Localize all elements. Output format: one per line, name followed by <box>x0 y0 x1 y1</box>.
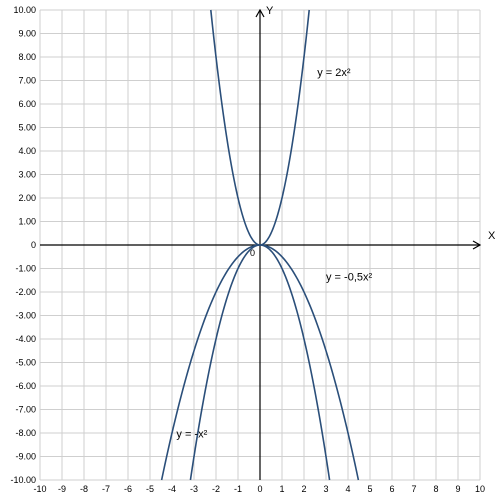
y-tick-label: 10.00 <box>13 5 36 15</box>
x-tick-label: 3 <box>323 484 328 494</box>
x-tick-label: -6 <box>124 484 132 494</box>
y-tick-label: 2.00 <box>18 193 36 203</box>
y-tick-label: -9.00 <box>15 452 36 462</box>
y-tick-label: -10.00 <box>10 475 36 485</box>
y-tick-label: 0 <box>31 240 36 250</box>
y-tick-label: -6.00 <box>15 381 36 391</box>
y-tick-label: 5.00 <box>18 123 36 133</box>
parabola-chart: -10-9-8-7-6-5-4-3-2-1012345678910-10.00-… <box>0 0 500 500</box>
x-tick-label: 5 <box>367 484 372 494</box>
y-tick-label: -5.00 <box>15 358 36 368</box>
y-tick-label: 9.00 <box>18 29 36 39</box>
x-tick-label: -9 <box>58 484 66 494</box>
x-tick-label: -10 <box>33 484 46 494</box>
y-tick-label: -7.00 <box>15 405 36 415</box>
x-axis-title: X <box>488 230 496 242</box>
x-tick-label: -8 <box>80 484 88 494</box>
x-tick-label: -1 <box>234 484 242 494</box>
curve-label-ymx2: y = -x² <box>176 429 207 441</box>
x-tick-label: 7 <box>411 484 416 494</box>
x-tick-label: 8 <box>433 484 438 494</box>
x-tick-label: 6 <box>389 484 394 494</box>
y-tick-label: -4.00 <box>15 334 36 344</box>
y-tick-label: 7.00 <box>18 76 36 86</box>
x-tick-label: 9 <box>455 484 460 494</box>
y-tick-label: 3.00 <box>18 170 36 180</box>
x-tick-label: -2 <box>212 484 220 494</box>
y-tick-label: 1.00 <box>18 217 36 227</box>
y-tick-label: -2.00 <box>15 287 36 297</box>
x-tick-label: 0 <box>257 484 262 494</box>
x-tick-label: 2 <box>301 484 306 494</box>
x-tick-label: 10 <box>475 484 485 494</box>
y-tick-label: -1.00 <box>15 264 36 274</box>
y-tick-label: 4.00 <box>18 146 36 156</box>
x-tick-label: -4 <box>168 484 176 494</box>
curve-label-y2x2: y = 2x² <box>317 67 351 79</box>
x-tick-label: -3 <box>190 484 198 494</box>
y-tick-label: 8.00 <box>18 52 36 62</box>
x-tick-label: 4 <box>345 484 350 494</box>
x-tick-label: 1 <box>279 484 284 494</box>
x-tick-label: -5 <box>146 484 154 494</box>
y-tick-label: -8.00 <box>15 428 36 438</box>
curve-label-ym05x2: y = -0,5x² <box>326 271 372 283</box>
y-tick-label: -3.00 <box>15 311 36 321</box>
x-tick-label: -7 <box>102 484 110 494</box>
y-axis-title: Y <box>266 5 274 17</box>
y-tick-label: 6.00 <box>18 99 36 109</box>
